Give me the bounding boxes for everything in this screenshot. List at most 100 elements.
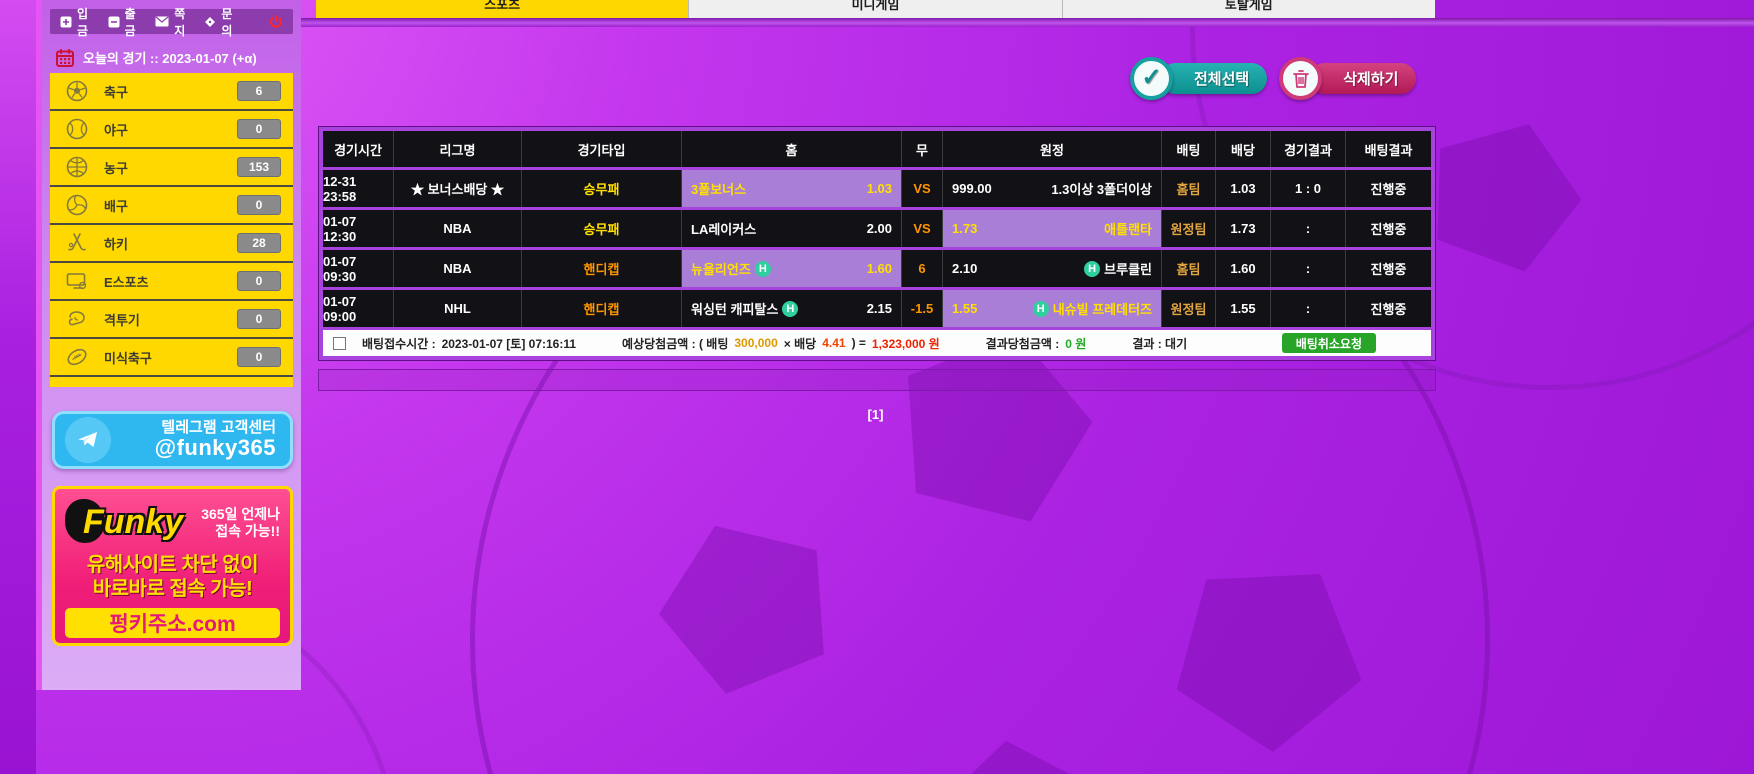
home-cell-selected[interactable]: 뉴올리언즈 H 1.60 xyxy=(681,250,901,287)
bet-cancel-button[interactable]: 배팅취소요청 xyxy=(1281,333,1376,353)
home-team-icon: H xyxy=(1032,300,1049,317)
bet-status: 진행중 xyxy=(1345,290,1431,327)
bet-summary-row: 배팅접수시간 : 2023-01-07 [토] 07:16:11 예상당첨금액 … xyxy=(323,330,1431,356)
home-team-icon: H xyxy=(754,260,771,277)
bet-select-checkbox[interactable] xyxy=(333,336,346,350)
col-game-type: 경기타입 xyxy=(521,131,681,167)
delete-button[interactable]: 삭제하기 xyxy=(1279,57,1417,100)
bet-status: 진행중 xyxy=(1345,250,1431,287)
mail-icon xyxy=(155,16,169,27)
sidebar-item-label: 배구 xyxy=(104,198,128,214)
sidebar-item-hockey[interactable]: 하키 28 xyxy=(50,225,293,263)
count-badge: 0 xyxy=(237,119,281,139)
tab-minigame[interactable]: 미니게임 xyxy=(689,0,1063,18)
sidebar-item-label: 농구 xyxy=(104,160,128,176)
count-badge: 0 xyxy=(237,271,281,291)
draw-cell[interactable]: VS xyxy=(901,210,942,247)
game-type: 승무패 xyxy=(521,170,681,207)
sidebar-item-label: E스포츠 xyxy=(104,274,149,290)
funky-ad-banner[interactable]: Funky 365일 언제나 접속 가능!! 유해사이트 차단 없이 바로바로 … xyxy=(52,486,293,646)
game-type: 핸디캡 xyxy=(521,250,681,287)
match-result: : xyxy=(1270,250,1345,287)
sidebar-item-label: 축구 xyxy=(104,84,128,100)
col-match-time: 경기시간 xyxy=(323,131,393,167)
sidebar: 입금 출금 쪽지 문의 xyxy=(36,0,301,690)
table-header-row: 경기시간 리그명 경기타입 홈 무 원정 배팅 배당 경기결과 배팅결과 xyxy=(323,131,1431,167)
match-result: : xyxy=(1270,210,1345,247)
basketball-icon xyxy=(66,156,88,178)
sidebar-item-label: 하키 xyxy=(104,236,128,252)
bet-amount: 300,000 xyxy=(734,336,778,350)
count-badge: 153 xyxy=(237,157,281,177)
sidebar-item-volleyball[interactable]: 배구 0 xyxy=(50,187,293,225)
sidebar-item-basketball[interactable]: 농구 153 xyxy=(50,149,293,187)
expected-label: 예상당첨금액 : ( 배팅 xyxy=(622,336,729,351)
draw-cell[interactable]: VS xyxy=(901,170,942,207)
away-cell-selected[interactable]: 1.55 H 내슈빌 프레데터즈 xyxy=(942,290,1161,327)
empty-list-box xyxy=(318,369,1436,391)
count-badge: 28 xyxy=(237,233,281,253)
match-result: 1 : 0 xyxy=(1270,170,1345,207)
draw-cell[interactable]: -1.5 xyxy=(901,290,942,327)
home-cell-selected[interactable]: 3폴보너스 1.03 xyxy=(681,170,901,207)
left-rail xyxy=(0,0,36,774)
esports-monitor-icon xyxy=(66,270,88,292)
funky-mascot-icon xyxy=(65,499,105,543)
home-team-icon: H xyxy=(1084,260,1101,277)
bet-status: 진행중 xyxy=(1345,170,1431,207)
menu-inquiry[interactable]: 문의 xyxy=(204,5,235,39)
col-match-result: 경기결과 xyxy=(1270,131,1345,167)
count-badge: 0 xyxy=(237,347,281,367)
bet-side: 홈팀 xyxy=(1161,250,1215,287)
funky-address-button[interactable]: 펑키주소.com xyxy=(65,608,280,638)
bet-status: 진행중 xyxy=(1345,210,1431,247)
calendar-icon xyxy=(56,48,74,67)
sidebar-item-soccer[interactable]: 축구 6 xyxy=(50,73,293,111)
bet-history-table: 경기시간 리그명 경기타입 홈 무 원정 배팅 배당 경기결과 배팅결과 12-… xyxy=(318,126,1436,361)
table-row: 01-07 12:30 NBA 승무패 LA레이커스 2.00 VS 1.73 애틀… xyxy=(323,210,1431,247)
select-all-button[interactable]: ✓ 전체선택 xyxy=(1130,57,1268,100)
menu-message[interactable]: 쪽지 xyxy=(155,5,187,39)
sports-list: 축구 6 야구 0 농구 153 배구 xyxy=(50,73,293,387)
baseball-icon xyxy=(66,118,88,140)
col-odds: 배당 xyxy=(1215,131,1270,167)
menu-deposit[interactable]: 입금 xyxy=(60,5,91,39)
diamond-icon xyxy=(204,16,216,28)
home-cell[interactable]: 워싱턴 캐피탈스 H 2.15 xyxy=(681,290,901,327)
plus-square-icon xyxy=(60,16,72,28)
count-badge: 0 xyxy=(237,195,281,215)
sidebar-item-baseball[interactable]: 야구 0 xyxy=(50,111,293,149)
logout-power-icon[interactable] xyxy=(269,14,283,29)
tab-totalgame[interactable]: 토탈게임 xyxy=(1062,0,1435,18)
col-away: 원정 xyxy=(942,131,1161,167)
sidebar-item-esports[interactable]: E스포츠 0 xyxy=(50,263,293,301)
tabbar-divider xyxy=(301,18,1754,27)
sidebar-item-fighting[interactable]: 격투기 0 xyxy=(50,301,293,339)
telegram-banner[interactable]: 텔레그램 고객센터 @funky365 xyxy=(52,411,293,469)
match-time: 01-07 09:30 xyxy=(323,250,393,287)
home-cell[interactable]: LA레이커스 2.00 xyxy=(681,210,901,247)
bet-odds: 1.55 xyxy=(1215,290,1270,327)
bet-odds: 1.73 xyxy=(1215,210,1270,247)
telegram-handle: @funky365 xyxy=(154,435,276,461)
menu-message-label: 쪽지 xyxy=(174,6,186,38)
american-football-icon xyxy=(66,346,88,368)
away-cell[interactable]: 2.10 H 브루클린 xyxy=(942,250,1161,287)
result-amount: 0 원 xyxy=(1065,336,1087,351)
soccer-icon xyxy=(66,80,88,102)
away-cell[interactable]: 999.00 1.3이상 3폴더이상 xyxy=(942,170,1161,207)
page-1-link[interactable]: [1] xyxy=(867,407,884,422)
tab-sports[interactable]: 스포츠 xyxy=(316,0,690,18)
trash-icon xyxy=(1279,57,1323,100)
league-name: NBA xyxy=(393,250,521,287)
count-badge: 6 xyxy=(237,81,281,101)
away-cell-selected[interactable]: 1.73 애틀랜타 xyxy=(942,210,1161,247)
ad-tagline: 365일 언제나 접속 가능!! xyxy=(201,505,280,540)
draw-cell[interactable]: 6 xyxy=(901,250,942,287)
menu-withdraw[interactable]: 출금 xyxy=(108,5,139,39)
hockey-icon xyxy=(66,232,88,254)
pagination: [1] xyxy=(316,407,1435,422)
game-type-tabbar: 스포츠 미니게임 토탈게임 xyxy=(316,0,1435,18)
menu-inquiry-label: 문의 xyxy=(221,6,233,38)
sidebar-item-american-football[interactable]: 미식축구 0 xyxy=(50,339,293,377)
